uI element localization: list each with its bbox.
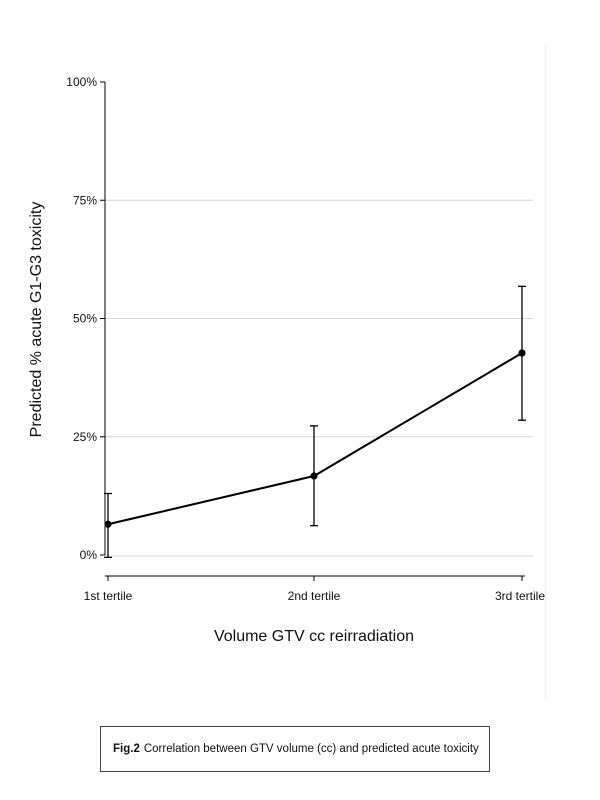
x-axis-title: Volume GTV cc reirradiation [214,628,414,645]
y-tick-label: 25% [73,430,97,444]
x-tick-label: 3rd tertile [495,589,545,603]
data-point [104,520,112,528]
y-tick-label: 75% [73,193,97,207]
y-tick-label: 50% [73,312,97,326]
caption-label: Fig.2 [113,743,140,755]
caption-text: Correlation between GTV volume (cc) and … [143,743,479,755]
x-tick-label: 2nd tertile [288,589,341,603]
y-tick-label: 0% [80,548,98,562]
y-axis-title: Predicted % acute G1-G3 toxicity [28,202,45,438]
chart-svg: 0% 25% 50% 75% 100% 1st tertile 2nd tertile 3rd… [28,75,545,645]
chart-area: 0% 25% 50% 75% 100% 1st tertile 2nd tertile 3rd… [0,44,546,700]
data-point [310,472,318,480]
series-line [107,352,523,526]
x-tick-label: 1st tertile [84,589,133,603]
y-tick-label: 100% [66,75,97,89]
data-point [518,349,526,357]
figure-caption: Fig.2 Correlation between GTV volume (cc… [100,726,490,772]
